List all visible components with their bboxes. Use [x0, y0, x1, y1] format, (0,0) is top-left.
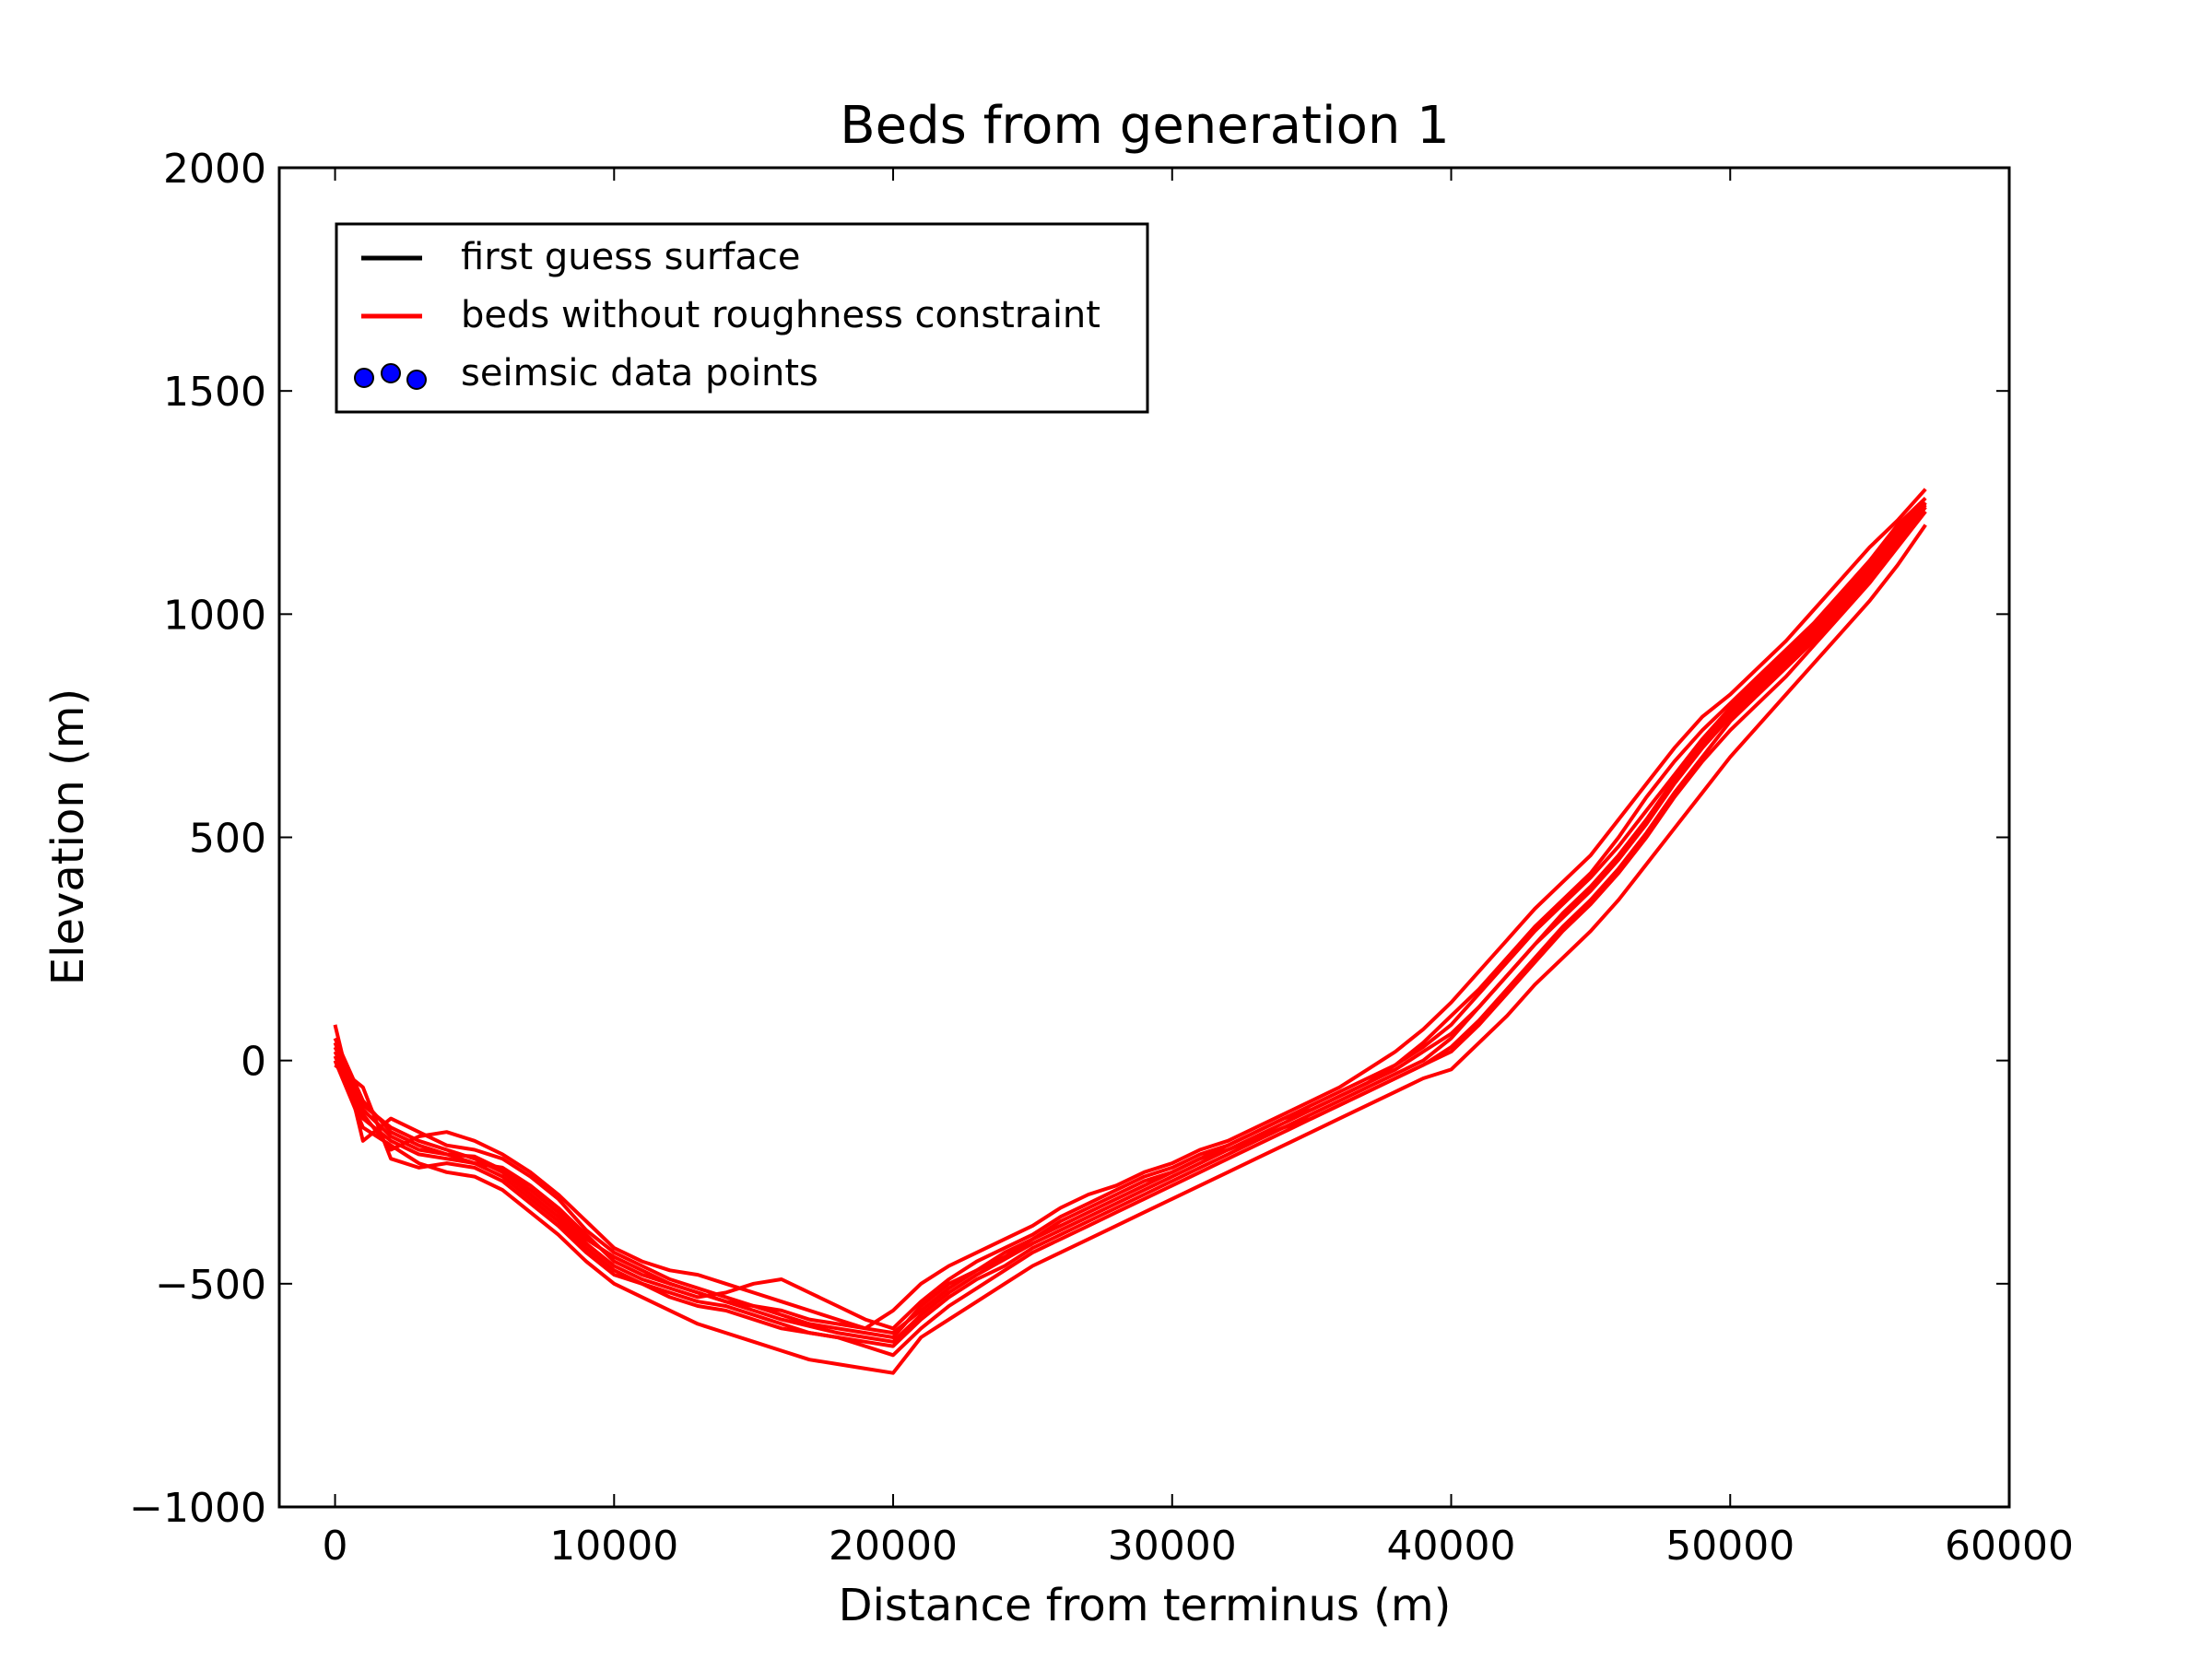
legend-seismic-marker: [381, 363, 401, 383]
y-tick-label: −1000: [129, 1485, 266, 1532]
y-tick-label: 0: [241, 1039, 266, 1086]
legend-beds-label: beds without roughness constraint: [461, 294, 1100, 336]
y-axis-label: Elevation (m): [42, 688, 94, 985]
y-tick-label: 1500: [163, 369, 266, 416]
x-tick-label: 30000: [1108, 1523, 1237, 1570]
bed-series-line-8: [333, 503, 1927, 1335]
y-tick-label: 500: [189, 816, 266, 863]
plot-frame: [277, 166, 2011, 1509]
tick-group: 0 10000 20000 30000 40000 50000 60000−1000−500…: [129, 146, 2074, 1570]
x-tick-label: 50000: [1665, 1523, 1794, 1570]
x-tick-label: 0: [323, 1523, 348, 1570]
y-tick-label: −500: [155, 1262, 266, 1309]
series-group: [333, 488, 1927, 1375]
y-tick-label: 2000: [163, 146, 266, 193]
bed-series-line-3: [334, 510, 1927, 1358]
bed-series-line-7: [333, 505, 1927, 1348]
legend-seismic-marker: [354, 368, 374, 388]
chart-title: Beds from generation 1: [840, 96, 1450, 156]
bed-series-line-5: [333, 524, 1927, 1375]
legend: first guess surface beds without roughne…: [335, 222, 1149, 414]
legend-first-guess-label: first guess surface: [461, 236, 800, 278]
legend-seismic-label: seimsic data points: [461, 352, 818, 394]
x-tick-label: 40000: [1387, 1523, 1516, 1570]
x-tick-label: 20000: [829, 1523, 958, 1570]
legend-frame: [335, 222, 1149, 414]
x-tick-label: 10000: [549, 1523, 678, 1570]
bed-series-line-4: [333, 488, 1927, 1331]
legend-seismic-marker: [406, 370, 427, 390]
x-axis-label: Distance from terminus (m): [839, 1580, 1452, 1631]
x-tick-label: 60000: [1945, 1523, 2074, 1570]
bed-series-line-2: [333, 496, 1927, 1339]
bed-series-line-6: [333, 500, 1927, 1331]
y-tick-label: 1000: [163, 592, 266, 639]
